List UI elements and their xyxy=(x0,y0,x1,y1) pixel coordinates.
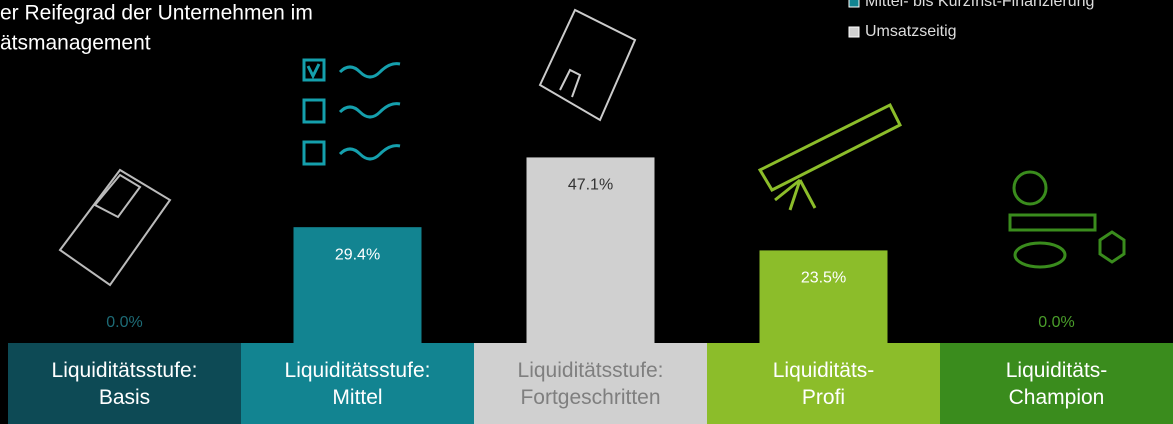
category-label: Liquiditätsstufe: Mittel xyxy=(241,343,474,424)
category-label: Liquiditäts- Champion xyxy=(940,343,1173,424)
icon-document xyxy=(538,8,637,122)
legend-swatch xyxy=(848,0,860,8)
legend-swatch xyxy=(848,26,860,38)
bar xyxy=(293,227,422,343)
legend-label: Mittel- bis Kurzfrist-Finanzierung xyxy=(865,0,1094,10)
icon-calculator xyxy=(58,168,172,287)
icon-diagram xyxy=(1008,170,1126,269)
legend-label: Umsatzseitig xyxy=(865,23,957,40)
category-label: Liquiditätsstufe: Fortgeschritten xyxy=(474,343,707,424)
value-label: 29.4% xyxy=(335,246,380,263)
category-label: Liquiditäts- Profi xyxy=(707,343,940,424)
value-label: 47.1% xyxy=(568,177,613,194)
category-label: Liquiditätsstufe: Basis xyxy=(8,343,241,424)
chart-title: er Reifegrad der Unternehmen im xyxy=(0,2,313,25)
bar xyxy=(526,157,655,343)
icon-checklist xyxy=(302,58,401,166)
value-label: 0.0% xyxy=(1038,314,1074,331)
value-label: 0.0% xyxy=(106,314,142,331)
icon-telescope xyxy=(757,102,903,211)
bar xyxy=(759,250,888,343)
chart-title: ätsmanagement xyxy=(0,32,151,55)
value-label: 23.5% xyxy=(801,270,846,287)
